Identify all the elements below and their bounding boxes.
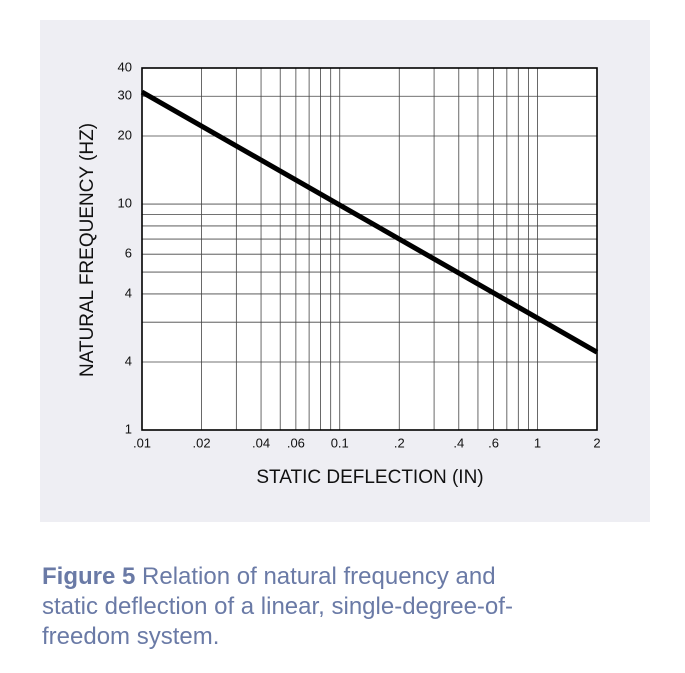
caption-label: Figure 5 (42, 563, 135, 590)
caption-text: Relation of natural frequency and (142, 563, 496, 590)
plot-area (142, 68, 597, 430)
y-tick-label: 4 (125, 285, 132, 300)
y-tick-label: 1 (125, 421, 132, 436)
x-tick-label: 0.1 (331, 435, 349, 450)
y-tick-label: 40 (118, 59, 132, 74)
x-tick-label: .4 (453, 435, 464, 450)
caption-line: static deflection of a linear, single-de… (42, 593, 513, 620)
y-tick-label: 6 (125, 246, 132, 261)
x-tick-label: .06 (287, 435, 305, 450)
x-tick-label: .6 (488, 435, 499, 450)
x-tick-label: .2 (394, 435, 405, 450)
data-line (140, 89, 599, 355)
x-tick-label: 2 (593, 435, 600, 450)
y-tick-label: 30 (118, 88, 132, 103)
y-tick-label: 10 (118, 195, 132, 210)
caption-line: freedom system. (42, 623, 219, 650)
y-tick-label: 4 (125, 353, 132, 368)
x-tick-label: .04 (252, 435, 270, 450)
plot-border (141, 67, 598, 431)
caption-line: Figure 5 Relation of natural frequency a… (42, 563, 496, 590)
y-tick-label: 20 (118, 127, 132, 142)
x-tick-label: .02 (192, 435, 210, 450)
x-tick-label: .01 (133, 435, 151, 450)
x-tick-label: 1 (534, 435, 541, 450)
y-axis-label: NATURAL FREQUENCY (HZ) (77, 123, 98, 377)
x-axis-label: STATIC DEFLECTION (IN) (256, 467, 483, 488)
